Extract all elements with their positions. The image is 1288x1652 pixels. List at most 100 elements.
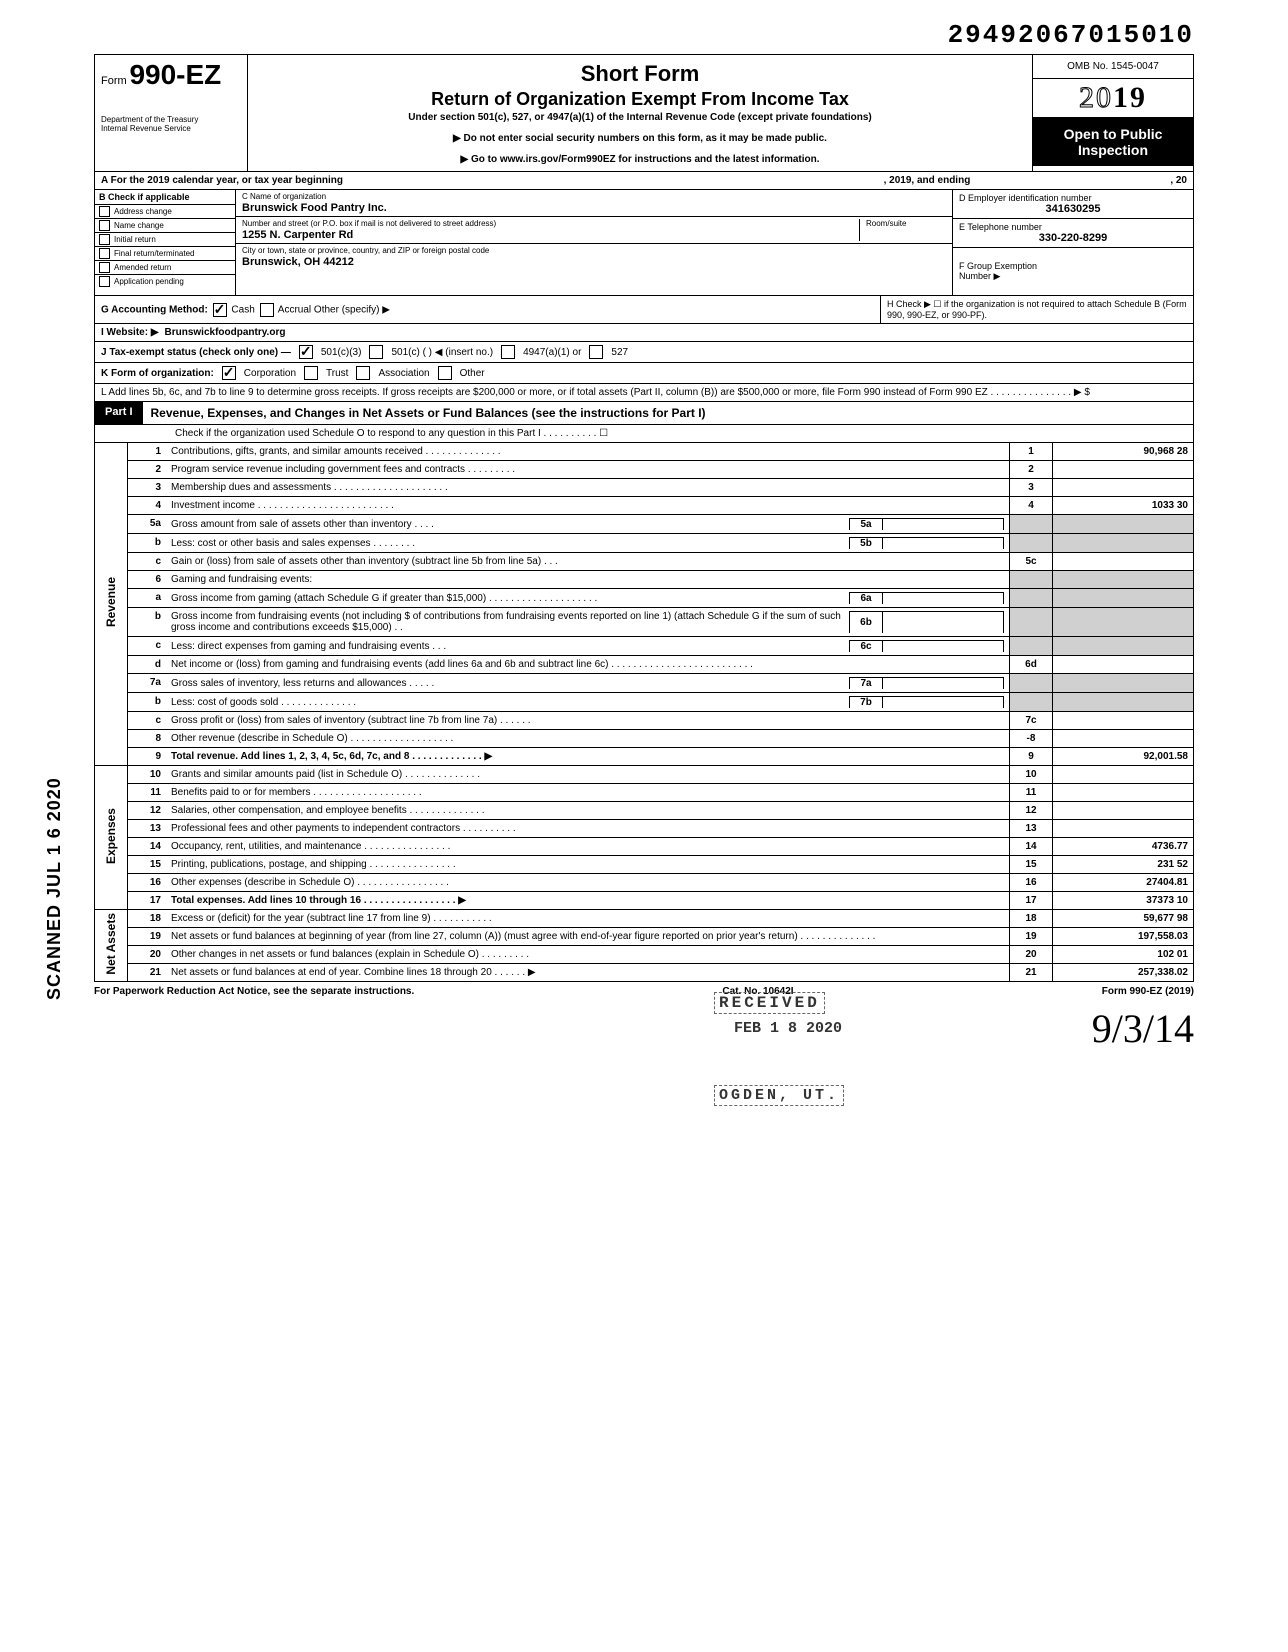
line-number: c: [128, 637, 167, 656]
line-number: d: [128, 656, 167, 674]
table-row: 5aGross amount from sale of assets other…: [95, 515, 1194, 534]
check-application-pending[interactable]: Application pending: [95, 274, 235, 288]
amount-cell[interactable]: 102 01: [1053, 946, 1194, 964]
line-description: Less: cost or other basis and sales expe…: [166, 534, 1010, 553]
line-num-cell: 6d: [1010, 656, 1053, 674]
amount-cell[interactable]: [1053, 479, 1194, 497]
table-row: 6Gaming and fundraising events:: [95, 571, 1194, 589]
group-exemption-row: F Group Exemption Number ▶: [953, 248, 1193, 295]
amount-cell[interactable]: 27404.81: [1053, 874, 1194, 892]
line-description: Gain or (loss) from sale of assets other…: [166, 553, 1010, 571]
amount-cell[interactable]: [1053, 784, 1194, 802]
check-initial-return[interactable]: Initial return: [95, 232, 235, 246]
amount-cell[interactable]: [1053, 820, 1194, 838]
line-number: b: [128, 608, 167, 637]
short-form-title: Short Form: [258, 61, 1022, 87]
org-name-label: C Name of organization: [242, 192, 946, 201]
checkbox-527[interactable]: [589, 345, 603, 359]
checkbox-trust[interactable]: [304, 366, 318, 380]
checkbox-icon[interactable]: [99, 262, 110, 273]
ssn-warning: ▶ Do not enter social security numbers o…: [258, 133, 1022, 144]
line-number: 5a: [128, 515, 167, 534]
line-number: 19: [128, 928, 167, 946]
street-row: Number and street (or P.O. box if mail i…: [236, 217, 952, 244]
line-num-cell: 14: [1010, 838, 1053, 856]
checkbox-other-org[interactable]: [438, 366, 452, 380]
mini-line-value[interactable]: [883, 518, 1004, 530]
return-title: Return of Organization Exempt From Incom…: [258, 89, 1022, 110]
checkbox-icon[interactable]: [99, 234, 110, 245]
section-label-expenses: Expenses: [95, 766, 128, 910]
checkbox-cash[interactable]: [213, 303, 227, 317]
amount-cell[interactable]: 59,677 98: [1053, 910, 1194, 928]
line-description: Program service revenue including govern…: [166, 461, 1010, 479]
amount-cell[interactable]: [1053, 553, 1194, 571]
amount-cell[interactable]: 1033 30: [1053, 497, 1194, 515]
line-description: Gaming and fundraising events:: [166, 571, 1010, 589]
line-number: c: [128, 553, 167, 571]
amount-cell[interactable]: [1053, 712, 1194, 730]
amount-cell[interactable]: 37373 10: [1053, 892, 1194, 910]
line-number: 12: [128, 802, 167, 820]
checkbox-4947a1[interactable]: [501, 345, 515, 359]
amount-cell[interactable]: 257,338.02: [1053, 964, 1194, 982]
mini-line-value[interactable]: [883, 696, 1004, 708]
checkbox-icon[interactable]: [99, 248, 110, 259]
checkbox-corporation[interactable]: [222, 366, 236, 380]
checkbox-association[interactable]: [356, 366, 370, 380]
amount-cell[interactable]: [1053, 656, 1194, 674]
amount-cell[interactable]: 197,558.03: [1053, 928, 1194, 946]
part-1-label: Part I: [95, 402, 143, 424]
amount-cell[interactable]: [1053, 802, 1194, 820]
line-number: c: [128, 712, 167, 730]
checkbox-icon[interactable]: [99, 276, 110, 287]
table-row: 14Occupancy, rent, utilities, and mainte…: [95, 838, 1194, 856]
mini-line-value[interactable]: [883, 611, 1004, 633]
ein-label: D Employer identification number: [959, 193, 1187, 203]
part-1-title: Revenue, Expenses, and Changes in Net As…: [143, 402, 1193, 424]
line-number: 7a: [128, 674, 167, 693]
table-row: cGross profit or (loss) from sales of in…: [95, 712, 1194, 730]
mini-line-number: 6b: [849, 611, 883, 633]
table-row: cLess: direct expenses from gaming and f…: [95, 637, 1194, 656]
mini-line-value[interactable]: [883, 640, 1004, 652]
checkbox-icon[interactable]: [99, 206, 110, 217]
row-i: I Website: ▶ Brunswickfoodpantry.org: [94, 324, 1194, 342]
line-description: Gross amount from sale of assets other t…: [166, 515, 1010, 534]
mini-line-value[interactable]: [883, 592, 1004, 604]
part-1-table: Revenue1Contributions, gifts, grants, an…: [94, 443, 1194, 982]
amount-cell[interactable]: 90,968 28: [1053, 443, 1194, 461]
check-name-change[interactable]: Name change: [95, 218, 235, 232]
amount-cell[interactable]: [1053, 730, 1194, 748]
line-description: Other changes in net assets or fund bala…: [166, 946, 1010, 964]
table-row: Net Assets18Excess or (deficit) for the …: [95, 910, 1194, 928]
table-row: bGross income from fundraising events (n…: [95, 608, 1194, 637]
checkbox-501c[interactable]: [369, 345, 383, 359]
amount-cell[interactable]: [1053, 766, 1194, 784]
footer: For Paperwork Reduction Act Notice, see …: [94, 986, 1194, 997]
phone-label: E Telephone number: [959, 222, 1187, 232]
checkbox-icon[interactable]: [99, 220, 110, 231]
amount-cell[interactable]: 231 52: [1053, 856, 1194, 874]
check-final-return[interactable]: Final return/terminated: [95, 246, 235, 260]
table-row: cGain or (loss) from sale of assets othe…: [95, 553, 1194, 571]
mini-line-value[interactable]: [883, 677, 1004, 689]
checkbox-501c3[interactable]: [299, 345, 313, 359]
amount-cell[interactable]: [1053, 461, 1194, 479]
check-address-change[interactable]: Address change: [95, 204, 235, 218]
checkbox-accrual[interactable]: [260, 303, 274, 317]
amount-cell[interactable]: 4736.77: [1053, 838, 1194, 856]
line-num-cell: [1010, 571, 1053, 589]
mini-line-value[interactable]: [883, 537, 1004, 549]
amount-cell[interactable]: 92,001.58: [1053, 748, 1194, 766]
mini-line-number: 6a: [849, 592, 883, 604]
goto-link: ▶ Go to www.irs.gov/Form990EZ for instru…: [258, 154, 1022, 165]
check-amended-return[interactable]: Amended return: [95, 260, 235, 274]
table-row: aGross income from gaming (attach Schedu…: [95, 589, 1194, 608]
line-description: Less: direct expenses from gaming and fu…: [166, 637, 1010, 656]
phone-row: E Telephone number 330-220-8299: [953, 219, 1193, 248]
line-num-cell: [1010, 637, 1053, 656]
amount-cell[interactable]: [1053, 571, 1194, 589]
amount-cell: [1053, 534, 1194, 553]
phone-value: 330-220-8299: [959, 232, 1187, 244]
